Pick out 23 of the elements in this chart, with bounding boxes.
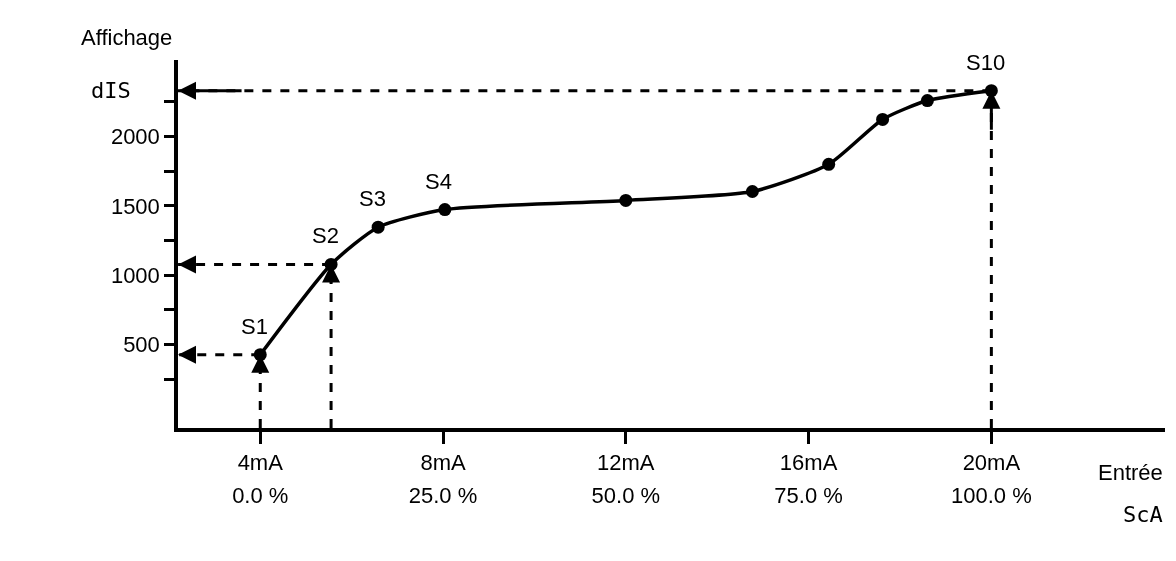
y-axis-title: Affichage	[81, 25, 173, 50]
y-tick-label: 2000	[110, 124, 160, 150]
y-tick-label: 500	[123, 332, 160, 358]
x-tick-label: 8mA	[420, 450, 466, 476]
x-tick-label: 12mA	[597, 450, 655, 476]
x2-tick-label: 25.0 %	[408, 483, 478, 508]
x2-tick-label: 50.0 %	[591, 483, 661, 508]
x2-axis-title: ScA	[1123, 502, 1163, 527]
y-tick-label: 1000	[110, 262, 160, 288]
x2-tick-label: 100.0 %	[950, 483, 1032, 508]
annotation: S3	[359, 186, 386, 211]
ref-line-label: dIS	[91, 78, 131, 103]
annotation: S4	[425, 169, 452, 194]
x-tick-label: 20mA	[962, 450, 1021, 476]
x-tick-label: 16mA	[779, 450, 838, 476]
annotation: S2	[312, 223, 339, 248]
x2-tick-label: 75.0 %	[774, 483, 843, 508]
annotation: S1	[241, 314, 268, 339]
annotation: S10	[966, 50, 1006, 75]
x-tick-label: 4mA	[237, 450, 284, 476]
x-axis-title: Entrée	[1098, 460, 1163, 485]
x2-tick-label: 0.0 %	[232, 483, 289, 508]
y-tick-label: 1500	[110, 193, 160, 219]
